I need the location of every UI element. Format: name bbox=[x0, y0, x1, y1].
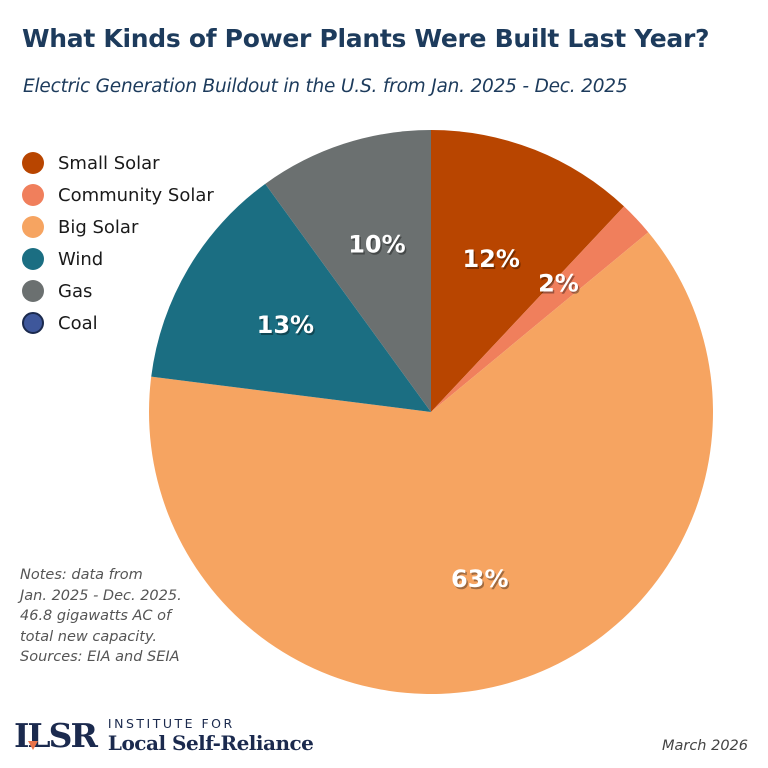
logo-mark: ILSR bbox=[14, 715, 98, 755]
notes-line: total new capacity. bbox=[20, 628, 158, 645]
legend-swatch bbox=[22, 152, 44, 174]
notes-line: Notes: data from bbox=[20, 567, 143, 583]
chart-subtitle: Electric Generation Buildout in the U.S.… bbox=[23, 76, 628, 97]
notes-line: Jan. 2025 - Dec. 2025. bbox=[20, 587, 182, 604]
pie-labels: 12%12%2%2%63%63%13%13%10%10% bbox=[257, 231, 581, 595]
legend-item-wind: Wind bbox=[22, 243, 214, 275]
pie-label-shadow: 2% bbox=[540, 271, 581, 299]
pie-slice-small-solar bbox=[431, 130, 625, 412]
logo-text: INSTITUTE FOR Local Self-Reliance bbox=[108, 716, 314, 755]
legend-label: Community Solar bbox=[58, 184, 214, 206]
pie-label-shadow: 63% bbox=[453, 567, 510, 595]
triangle-icon bbox=[28, 740, 38, 750]
legend-swatch bbox=[22, 184, 44, 206]
notes-line: Sources: EIA and SEIA bbox=[20, 649, 180, 665]
legend-label: Coal bbox=[58, 312, 98, 334]
legend-label: Big Solar bbox=[58, 216, 139, 238]
legend-item-community-solar: Community Solar bbox=[22, 179, 214, 211]
pie-label-gas: 10% bbox=[348, 231, 405, 259]
pie-label-small-solar: 12% bbox=[462, 245, 519, 273]
pie-label-shadow: 12% bbox=[464, 247, 521, 275]
pie-slice-community-solar bbox=[431, 206, 649, 412]
legend: Small Solar Community Solar Big Solar Wi… bbox=[22, 147, 214, 339]
publish-date: March 2026 bbox=[661, 738, 748, 754]
legend-item-big-solar: Big Solar bbox=[22, 211, 214, 243]
notes-line: 46.8 gigawatts AC of bbox=[20, 608, 172, 624]
legend-label: Small Solar bbox=[58, 152, 160, 174]
legend-swatch bbox=[22, 216, 44, 238]
legend-item-small-solar: Small Solar bbox=[22, 147, 214, 179]
legend-item-coal: Coal bbox=[22, 307, 214, 339]
logo-institute-for: INSTITUTE FOR bbox=[107, 716, 235, 731]
legend-label: Gas bbox=[58, 280, 93, 302]
ilsr-logo: ILSR INSTITUTE FOR Local Self-Reliance bbox=[14, 715, 314, 755]
pie-slice-wind bbox=[151, 183, 432, 412]
logo-org-name: Local Self-Reliance bbox=[107, 731, 314, 755]
legend-swatch bbox=[22, 248, 44, 270]
pie-label-wind: 13% bbox=[257, 311, 314, 339]
logo-mark-text: ILSR bbox=[14, 715, 98, 755]
pie-label-community-solar: 2% bbox=[538, 269, 579, 297]
chart-title: What Kinds of Power Plants Were Built La… bbox=[22, 24, 710, 53]
notes: Notes: data from Jan. 2025 - Dec. 2025. … bbox=[20, 565, 182, 668]
legend-item-gas: Gas bbox=[22, 275, 214, 307]
legend-label: Wind bbox=[58, 248, 104, 270]
legend-swatch bbox=[22, 280, 44, 302]
pie-slice-gas bbox=[265, 130, 431, 412]
legend-swatch bbox=[22, 312, 44, 334]
pie-label-big-solar: 63% bbox=[451, 565, 508, 593]
pie-slices bbox=[148, 130, 714, 694]
pie-label-shadow: 10% bbox=[350, 233, 407, 261]
pie-label-shadow: 13% bbox=[258, 313, 315, 341]
pie-slice-big-solar bbox=[148, 232, 714, 694]
